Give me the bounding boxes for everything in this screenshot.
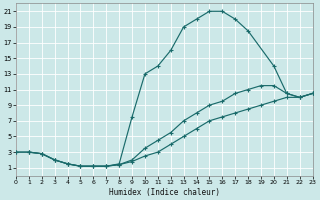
X-axis label: Humidex (Indice chaleur): Humidex (Indice chaleur) <box>109 188 220 197</box>
